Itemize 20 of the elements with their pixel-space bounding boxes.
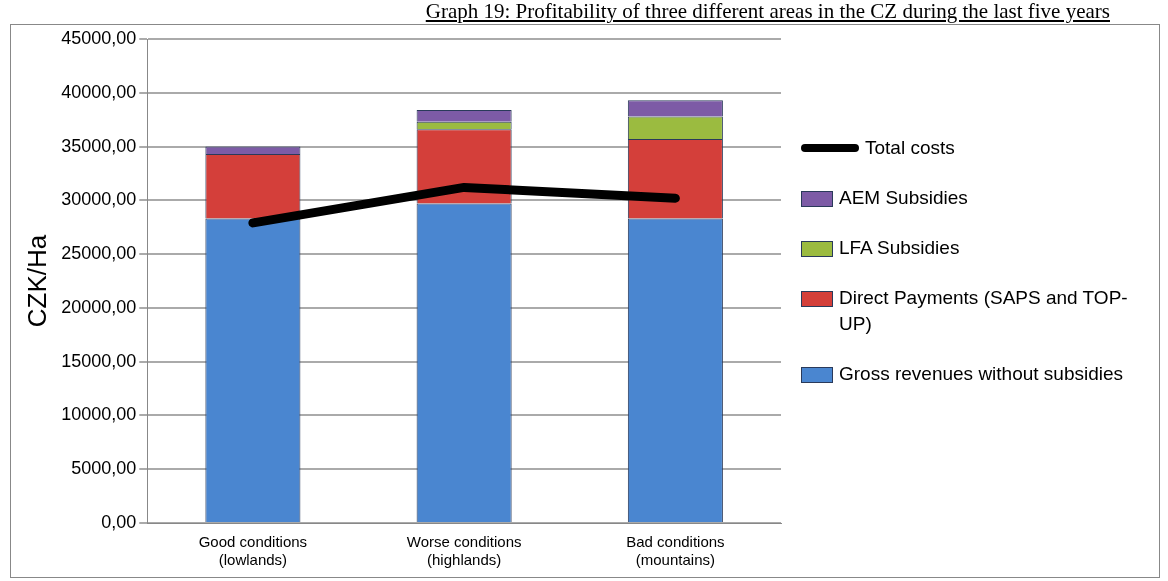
x-tick-label: Bad conditions (mountains) <box>626 533 725 569</box>
legend-label: Direct Payments (SAPS and TOP-UP) <box>839 286 1129 336</box>
y-tick-label: 45000,00 <box>61 27 137 48</box>
y-tick-label: 40000,00 <box>61 81 137 102</box>
y-tick-label: 0,00 <box>101 511 137 532</box>
legend-label: LFA Subsidies <box>839 236 960 260</box>
y-axis-title: CZK/Ha <box>21 234 52 328</box>
y-tick-label: 15000,00 <box>61 350 137 371</box>
y-tick-label: 20000,00 <box>61 296 137 317</box>
chart-title: Graph 19: Profitability of three different areas in the CZ during the last five years <box>424 0 1111 23</box>
legend-label: AEM Subsidies <box>839 186 968 210</box>
legend-label: Gross revenues without subsidies <box>839 362 1124 386</box>
y-tick-label: 30000,00 <box>61 189 137 210</box>
x-tick-label: Good conditions (lowlands) <box>198 533 308 569</box>
x-tick-label: Worse conditions (highlands) <box>406 533 522 569</box>
legend-label: Total costs <box>865 136 955 160</box>
y-tick-label: 10000,00 <box>61 404 137 425</box>
y-tick-label: 35000,00 <box>61 135 137 156</box>
y-tick-label: 5000,00 <box>71 458 137 479</box>
y-tick-label: 25000,00 <box>61 243 137 264</box>
